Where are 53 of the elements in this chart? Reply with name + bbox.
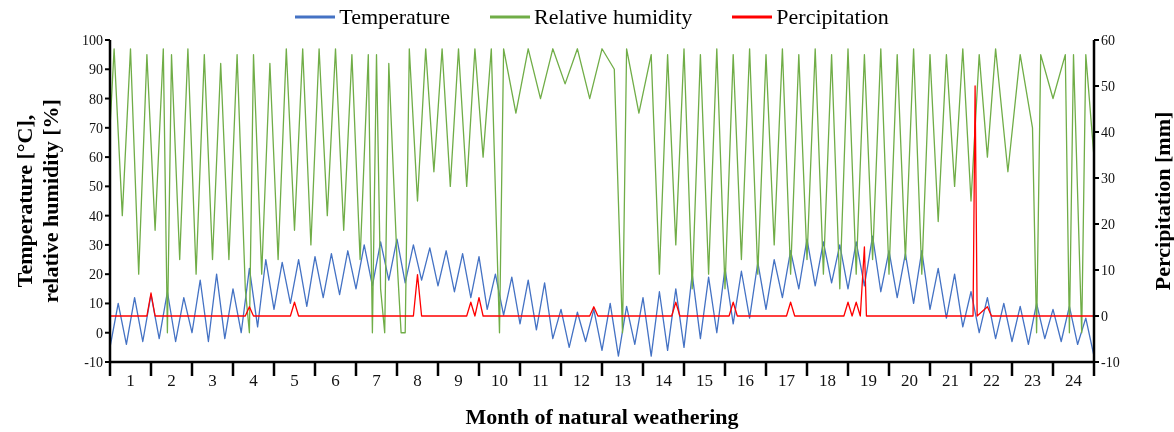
x-tick-label: 7 xyxy=(372,371,382,390)
line-series xyxy=(110,235,1094,357)
y-tick-label: 60 xyxy=(89,150,103,166)
x-tick-label: 2 xyxy=(167,371,176,390)
x-tick-label: 15 xyxy=(696,371,713,390)
y-tick-label: -10 xyxy=(84,354,103,370)
x-tick-label: 14 xyxy=(655,371,673,390)
y2-tick-label: 60 xyxy=(1101,32,1115,48)
y2-tick-label: 0 xyxy=(1101,308,1108,324)
y-tick-label: 30 xyxy=(89,237,103,253)
line-series xyxy=(110,48,1094,334)
x-tick-label: 24 xyxy=(1065,371,1083,390)
x-tick-label: 18 xyxy=(819,371,836,390)
x-tick-label: 17 xyxy=(778,371,796,390)
y2-axis-title: Percipitation [mm] xyxy=(1149,111,1174,291)
y-tick-label: 100 xyxy=(82,32,103,48)
x-tick-label: 4 xyxy=(249,371,259,390)
x-tick-label: 9 xyxy=(454,371,463,390)
line-series xyxy=(110,85,1094,317)
y2-tick-label: -10 xyxy=(1101,354,1120,370)
y-tick-label: 20 xyxy=(89,267,103,283)
y2-tick-label: 40 xyxy=(1101,124,1115,140)
x-tick-label: 20 xyxy=(901,371,918,390)
y-tick-label: 0 xyxy=(96,325,103,341)
y2-tick-label: 30 xyxy=(1101,170,1115,186)
legend-label: Temperature xyxy=(339,4,451,30)
y-tick-label: 70 xyxy=(89,120,103,136)
x-tick-label: 3 xyxy=(208,371,217,390)
y2-tick-label: 50 xyxy=(1101,78,1115,94)
y-tick-label: 80 xyxy=(89,91,103,107)
y-tick-label: 90 xyxy=(89,62,103,78)
x-tick-label: 22 xyxy=(983,371,1000,390)
y2-tick-label: 20 xyxy=(1101,216,1115,232)
x-tick-label: 16 xyxy=(737,371,754,390)
x-tick-label: 13 xyxy=(614,371,631,390)
y2-tick-label: 10 xyxy=(1101,262,1115,278)
x-tick-label: 6 xyxy=(331,371,340,390)
x-tick-label: 8 xyxy=(413,371,422,390)
x-tick-label: 19 xyxy=(860,371,877,390)
x-tick-label: 5 xyxy=(290,371,299,390)
y-axis-title: Temperature [°C], relative humidity [%] xyxy=(12,99,63,303)
legend-label: Relative humidity xyxy=(534,4,693,30)
x-tick-label: 12 xyxy=(573,371,590,390)
x-axis-title: Month of natural weathering xyxy=(465,404,739,429)
x-tick-label: 1 xyxy=(126,371,135,390)
x-tick-label: 21 xyxy=(942,371,959,390)
y-tick-label: 50 xyxy=(89,179,103,195)
legend-label: Percipitation xyxy=(776,4,889,30)
x-tick-label: 23 xyxy=(1024,371,1041,390)
x-tick-label: 10 xyxy=(491,371,508,390)
y-tick-label: 40 xyxy=(89,208,103,224)
x-tick-label: 11 xyxy=(532,371,549,390)
y-tick-label: 10 xyxy=(89,296,103,312)
